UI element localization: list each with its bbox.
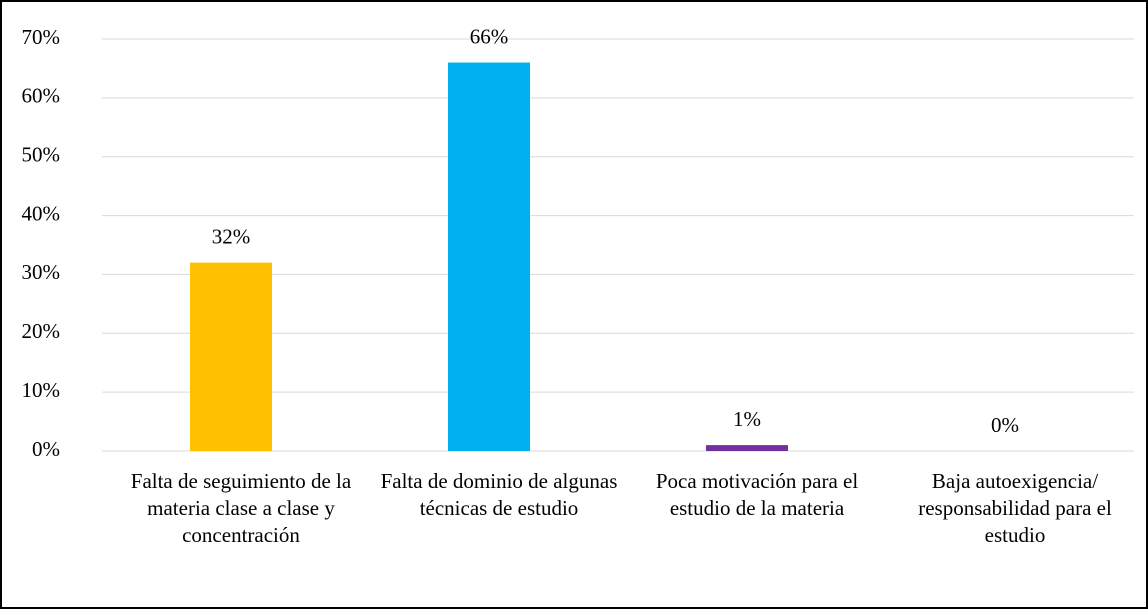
y-tick-label: 10% [22,378,61,402]
data-label: 66% [470,24,509,48]
y-tick-label: 60% [22,84,61,108]
x-tick-label: Falta de dominio de algunas técnicas de … [380,469,618,520]
bar [190,262,272,451]
x-tick-label: Baja autoexigencia/ responsabilidad para… [918,469,1112,547]
y-tick-label: 70% [22,25,61,49]
data-label: 32% [212,224,251,248]
y-tick-label: 30% [22,260,61,284]
x-tick-label: Poca motivación para el estudio de la ma… [655,469,859,520]
bar [706,445,788,451]
y-tick-label: 0% [32,437,60,461]
data-label: 1% [733,407,761,431]
y-tick-label: 50% [22,143,61,167]
x-tick-label: Falta de seguimiento de la materia clase… [130,469,352,547]
y-tick-label: 20% [22,319,61,343]
y-tick-label: 40% [22,201,61,225]
bar [448,62,530,452]
data-label: 0% [991,413,1019,437]
